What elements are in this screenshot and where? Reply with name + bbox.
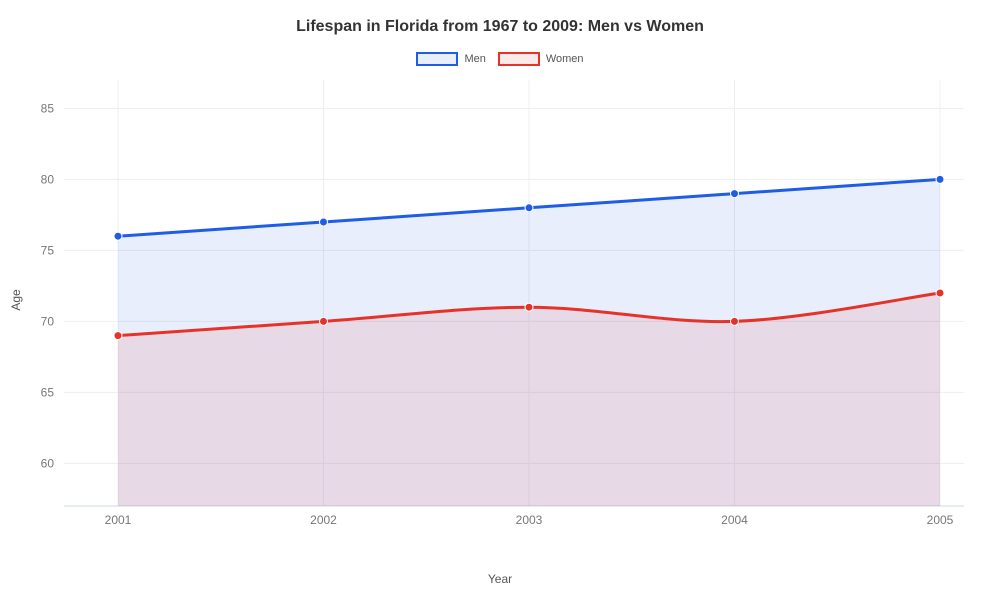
- series-marker: [525, 303, 533, 311]
- series-marker: [320, 317, 328, 325]
- x-tick-label: 2001: [105, 513, 132, 527]
- series-marker: [114, 232, 122, 240]
- y-tick-label: 65: [41, 385, 55, 399]
- series-marker: [731, 317, 739, 325]
- y-tick-label: 60: [41, 456, 55, 470]
- plot-area: 20012002200320042005606570758085: [64, 80, 964, 530]
- series-marker: [320, 218, 328, 226]
- legend-item-men: Men: [416, 52, 485, 66]
- series-marker: [936, 175, 944, 183]
- y-tick-label: 75: [41, 243, 55, 257]
- chart-svg: 20012002200320042005606570758085: [64, 80, 964, 530]
- x-tick-label: 2004: [721, 513, 748, 527]
- legend-item-women: Women: [498, 52, 584, 66]
- y-tick-label: 70: [41, 314, 55, 328]
- legend-label-women: Women: [546, 53, 584, 65]
- y-axis-label: Age: [9, 289, 23, 310]
- series-marker: [731, 190, 739, 198]
- series-marker: [525, 204, 533, 212]
- chart-title: Lifespan in Florida from 1967 to 2009: M…: [0, 18, 1000, 36]
- y-tick-label: 80: [41, 172, 55, 186]
- x-tick-label: 2003: [516, 513, 543, 527]
- series-marker: [936, 289, 944, 297]
- x-tick-label: 2005: [927, 513, 954, 527]
- legend-swatch-women: [498, 52, 540, 66]
- y-tick-label: 85: [41, 101, 55, 115]
- legend-swatch-men: [416, 52, 458, 66]
- x-tick-label: 2002: [310, 513, 337, 527]
- legend: Men Women: [0, 52, 1000, 66]
- series-marker: [114, 332, 122, 340]
- legend-label-men: Men: [464, 53, 485, 65]
- x-axis-label: Year: [0, 572, 1000, 586]
- chart-container: Lifespan in Florida from 1967 to 2009: M…: [0, 0, 1000, 600]
